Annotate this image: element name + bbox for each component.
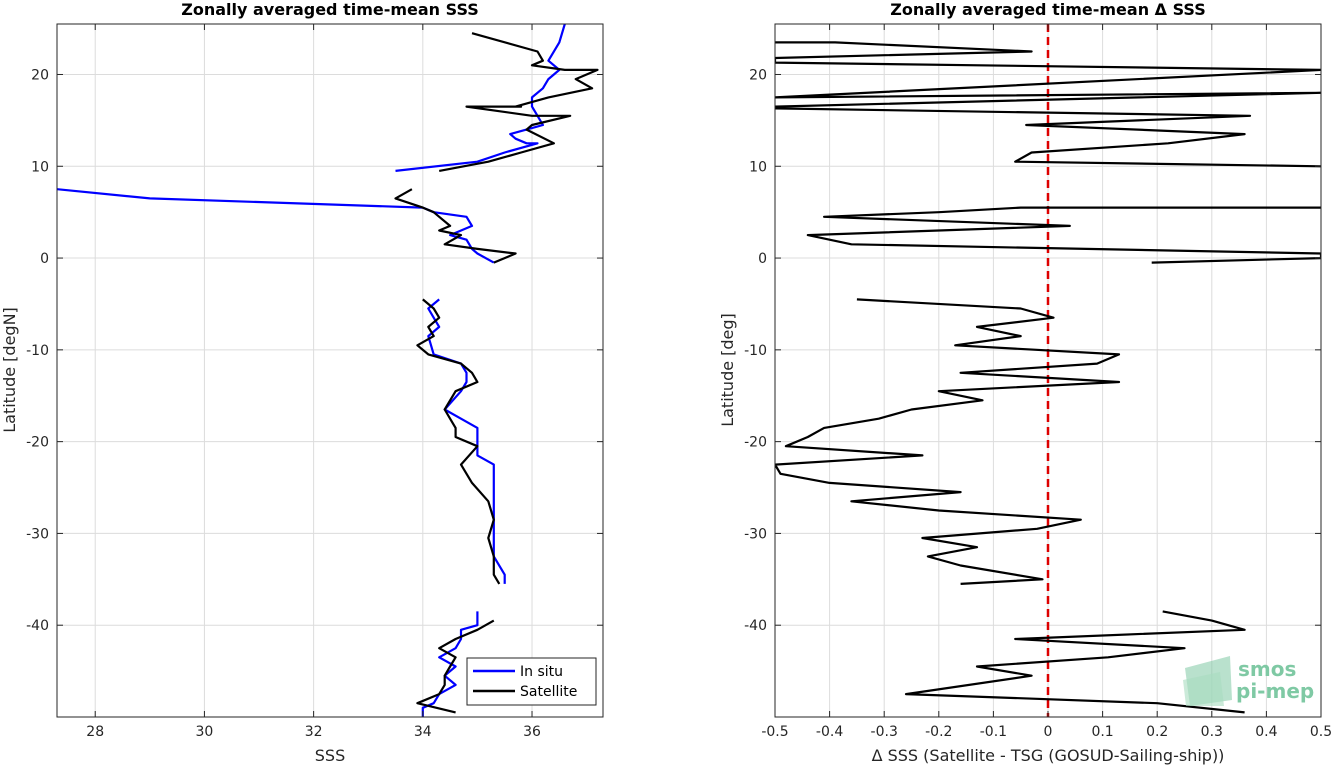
right-series [775, 41, 1321, 714]
left-series-satellite-segment-2 [416, 298, 501, 585]
legend-label-satellite: Satellite [520, 684, 577, 700]
left-y-tick-label: 10 [31, 159, 49, 175]
right-x-tick-label: -0.4 [816, 724, 843, 740]
left-plot-area [57, 24, 603, 717]
left-series-satellite-segment-1 [394, 188, 517, 264]
left-y-tick-label: -30 [26, 526, 49, 542]
left-x-tick-label: 34 [414, 724, 432, 740]
left-y-tick-label: 20 [31, 67, 49, 83]
right-x-tick-label: -0.1 [980, 724, 1007, 740]
right-x-tick-label: 0.1 [1091, 724, 1113, 740]
right-x-tick-label: 0.2 [1146, 724, 1168, 740]
left-y-tick-label: 0 [40, 251, 49, 267]
right-y-tick-label: 20 [749, 67, 767, 83]
logo-text-pi-mep: pi-mep [1236, 679, 1314, 703]
left-x-tick-label: 36 [523, 724, 541, 740]
left-grid [57, 24, 603, 717]
left-y-tick-label: -40 [26, 618, 49, 634]
legend-label-in-situ: In situ [520, 664, 563, 680]
logo-mark-shadow [1183, 672, 1224, 706]
right-series-delta-sss-segment-2 [775, 298, 1121, 585]
right-x-tick-label: 0.3 [1201, 724, 1223, 740]
left-series-satellite-segment-0 [438, 32, 599, 172]
left-x-tick-label: 32 [305, 724, 323, 740]
right-series-delta-sss-segment-1 [806, 206, 1321, 264]
left-x-tick-label: 30 [196, 724, 214, 740]
right-ticks: -0.5 -0.4 -0.3 -0.2 -0.1 0 0.1 0.2 0.3 0.4 0.5 20 10… [744, 24, 1332, 740]
left-axes: 28 30 32 34 36 20 10 0 -10 -20 -30 -40 Zonally aver… [0, 0, 604, 765]
left-series-in-situ-segment-3 [421, 611, 479, 717]
right-x-tick-label: -0.5 [761, 724, 788, 740]
left-y-tick-label: -20 [26, 435, 49, 451]
right-x-tick-label: -0.2 [925, 724, 952, 740]
legend: In situ Satellite [466, 657, 597, 706]
right-x-tick-label: 0.4 [1255, 724, 1277, 740]
left-y-tick-label: -10 [26, 343, 49, 359]
left-series-satellite-segment-3 [416, 619, 495, 714]
legend-box [466, 657, 597, 706]
right-y-tick-label: -40 [744, 618, 767, 634]
left-x-tick-label: 28 [86, 724, 104, 740]
smos-pi-mep-logo: smos pi-mep [1183, 656, 1314, 706]
right-y-tick-label: 0 [758, 251, 767, 267]
right-y-axis-label: Latitude [deg] [718, 313, 737, 427]
right-x-axis-label: Δ SSS (Satellite - TSG (GOSUD-Sailing-sh… [872, 746, 1225, 765]
left-y-axis-label: Latitude [degN] [0, 307, 19, 433]
right-y-tick-label: 10 [749, 159, 767, 175]
left-series-in-situ-segment-1 [57, 188, 495, 264]
right-y-tick-label: -30 [744, 526, 767, 542]
left-plot-frame [56, 23, 604, 718]
right-y-tick-label: -10 [744, 343, 767, 359]
right-x-tick-label: 0 [1044, 724, 1053, 740]
right-x-tick-label: -0.3 [871, 724, 898, 740]
left-x-axis-label: SSS [315, 746, 345, 765]
right-series-delta-sss-segment-3 [904, 610, 1246, 714]
right-axes: -0.5 -0.4 -0.3 -0.2 -0.1 0 0.1 0.2 0.3 0.4 0.5 20 10… [718, 0, 1332, 765]
right-x-tick-label: 0.5 [1310, 724, 1332, 740]
left-chart-title: Zonally averaged time-mean SSS [181, 0, 479, 19]
right-y-tick-label: -20 [744, 435, 767, 451]
right-series-delta-sss-segment-0 [775, 41, 1321, 168]
right-chart-title: Zonally averaged time-mean Δ SSS [890, 0, 1206, 19]
left-ticks: 28 30 32 34 36 20 10 0 -10 -20 -30 -40 [26, 24, 603, 740]
left-series [57, 24, 599, 717]
logo-text-smos: smos [1238, 657, 1296, 681]
